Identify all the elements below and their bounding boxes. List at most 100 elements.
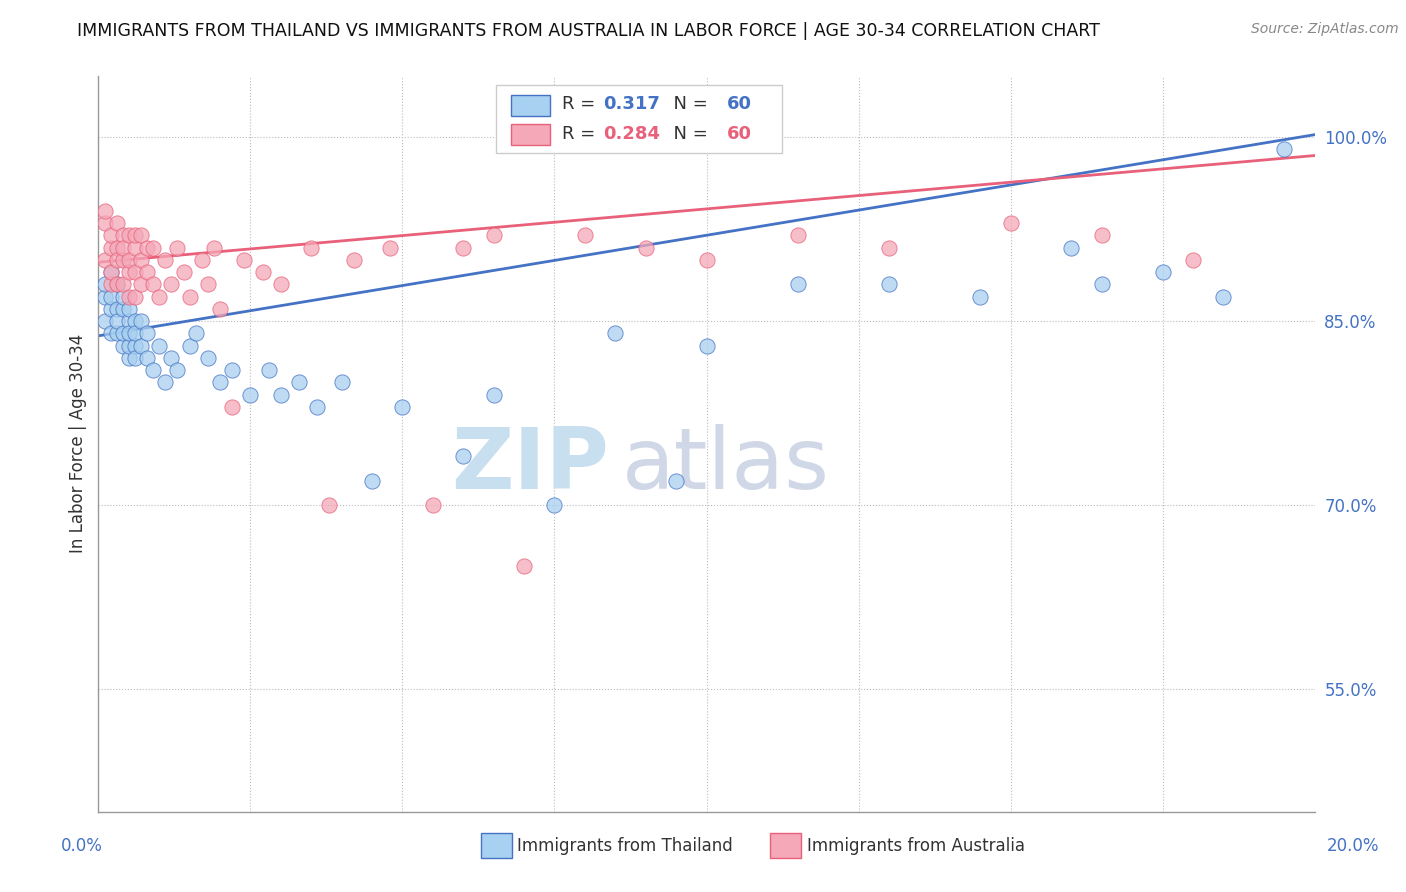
Point — [129, 339, 152, 353]
Text: N =: N = — [661, 125, 713, 143]
Point — [93, 252, 115, 267]
Point — [270, 277, 292, 292]
Point — [696, 252, 718, 267]
Point — [124, 228, 146, 243]
Point — [1060, 241, 1083, 255]
Point — [209, 301, 232, 316]
Point — [105, 252, 128, 267]
Point — [696, 339, 718, 353]
Point — [124, 351, 146, 365]
Point — [105, 326, 128, 341]
Point — [482, 387, 505, 401]
Point — [118, 314, 141, 328]
Point — [202, 241, 225, 255]
Point — [453, 241, 475, 255]
Point — [1182, 252, 1205, 267]
FancyBboxPatch shape — [496, 86, 782, 153]
Point — [209, 376, 232, 390]
Point — [118, 228, 141, 243]
Point — [129, 314, 152, 328]
Text: 60: 60 — [727, 125, 752, 143]
Point — [142, 241, 165, 255]
Text: ZIP: ZIP — [451, 425, 609, 508]
Point — [197, 351, 219, 365]
Text: N =: N = — [661, 95, 713, 112]
Point — [307, 400, 329, 414]
Point — [118, 301, 141, 316]
Point — [330, 376, 353, 390]
Point — [160, 351, 183, 365]
Text: Immigrants from Thailand: Immigrants from Thailand — [517, 837, 733, 855]
Text: R =: R = — [562, 125, 600, 143]
Point — [118, 351, 141, 365]
Point — [111, 252, 134, 267]
Point — [100, 265, 122, 279]
Point — [129, 228, 152, 243]
Point — [1152, 265, 1174, 279]
Point — [786, 228, 808, 243]
Point — [288, 376, 311, 390]
Point — [155, 252, 177, 267]
Text: 60: 60 — [727, 95, 752, 112]
Point — [105, 216, 128, 230]
Point — [111, 339, 134, 353]
Point — [221, 400, 243, 414]
Point — [299, 241, 322, 255]
Point — [100, 301, 122, 316]
Point — [543, 498, 565, 512]
Point — [179, 339, 201, 353]
Point — [124, 314, 146, 328]
Point — [129, 252, 152, 267]
Point — [124, 265, 146, 279]
Point — [197, 277, 219, 292]
Point — [634, 241, 657, 255]
Point — [318, 498, 340, 512]
Point — [252, 265, 274, 279]
Point — [93, 203, 115, 218]
Point — [191, 252, 214, 267]
Point — [155, 376, 177, 390]
Point — [1272, 143, 1295, 157]
Y-axis label: In Labor Force | Age 30-34: In Labor Force | Age 30-34 — [69, 334, 87, 553]
Point — [142, 277, 165, 292]
Point — [786, 277, 808, 292]
Point — [148, 289, 170, 303]
Point — [173, 265, 195, 279]
Text: IMMIGRANTS FROM THAILAND VS IMMIGRANTS FROM AUSTRALIA IN LABOR FORCE | AGE 30-34: IMMIGRANTS FROM THAILAND VS IMMIGRANTS F… — [77, 22, 1101, 40]
Point — [105, 277, 128, 292]
Point — [118, 252, 141, 267]
Point — [422, 498, 444, 512]
Point — [166, 363, 188, 377]
Point — [136, 241, 159, 255]
Point — [270, 387, 292, 401]
FancyBboxPatch shape — [510, 124, 550, 145]
FancyBboxPatch shape — [510, 95, 550, 116]
Bar — [770, 833, 801, 858]
Point — [100, 289, 122, 303]
Point — [184, 326, 207, 341]
Point — [136, 351, 159, 365]
Point — [118, 326, 141, 341]
Point — [257, 363, 280, 377]
Point — [105, 277, 128, 292]
Point — [166, 241, 188, 255]
Text: 0.0%: 0.0% — [60, 837, 103, 855]
Point — [105, 241, 128, 255]
Point — [1091, 277, 1114, 292]
Point — [239, 387, 262, 401]
Point — [513, 559, 536, 574]
Point — [105, 314, 128, 328]
Point — [93, 314, 115, 328]
Text: R =: R = — [562, 95, 600, 112]
Point — [111, 277, 134, 292]
Point — [877, 277, 900, 292]
Point — [665, 474, 688, 488]
Point — [93, 216, 115, 230]
Point — [105, 301, 128, 316]
Point — [118, 265, 141, 279]
Point — [482, 228, 505, 243]
Point — [1212, 289, 1234, 303]
Point — [361, 474, 384, 488]
Point — [124, 339, 146, 353]
Point — [124, 289, 146, 303]
